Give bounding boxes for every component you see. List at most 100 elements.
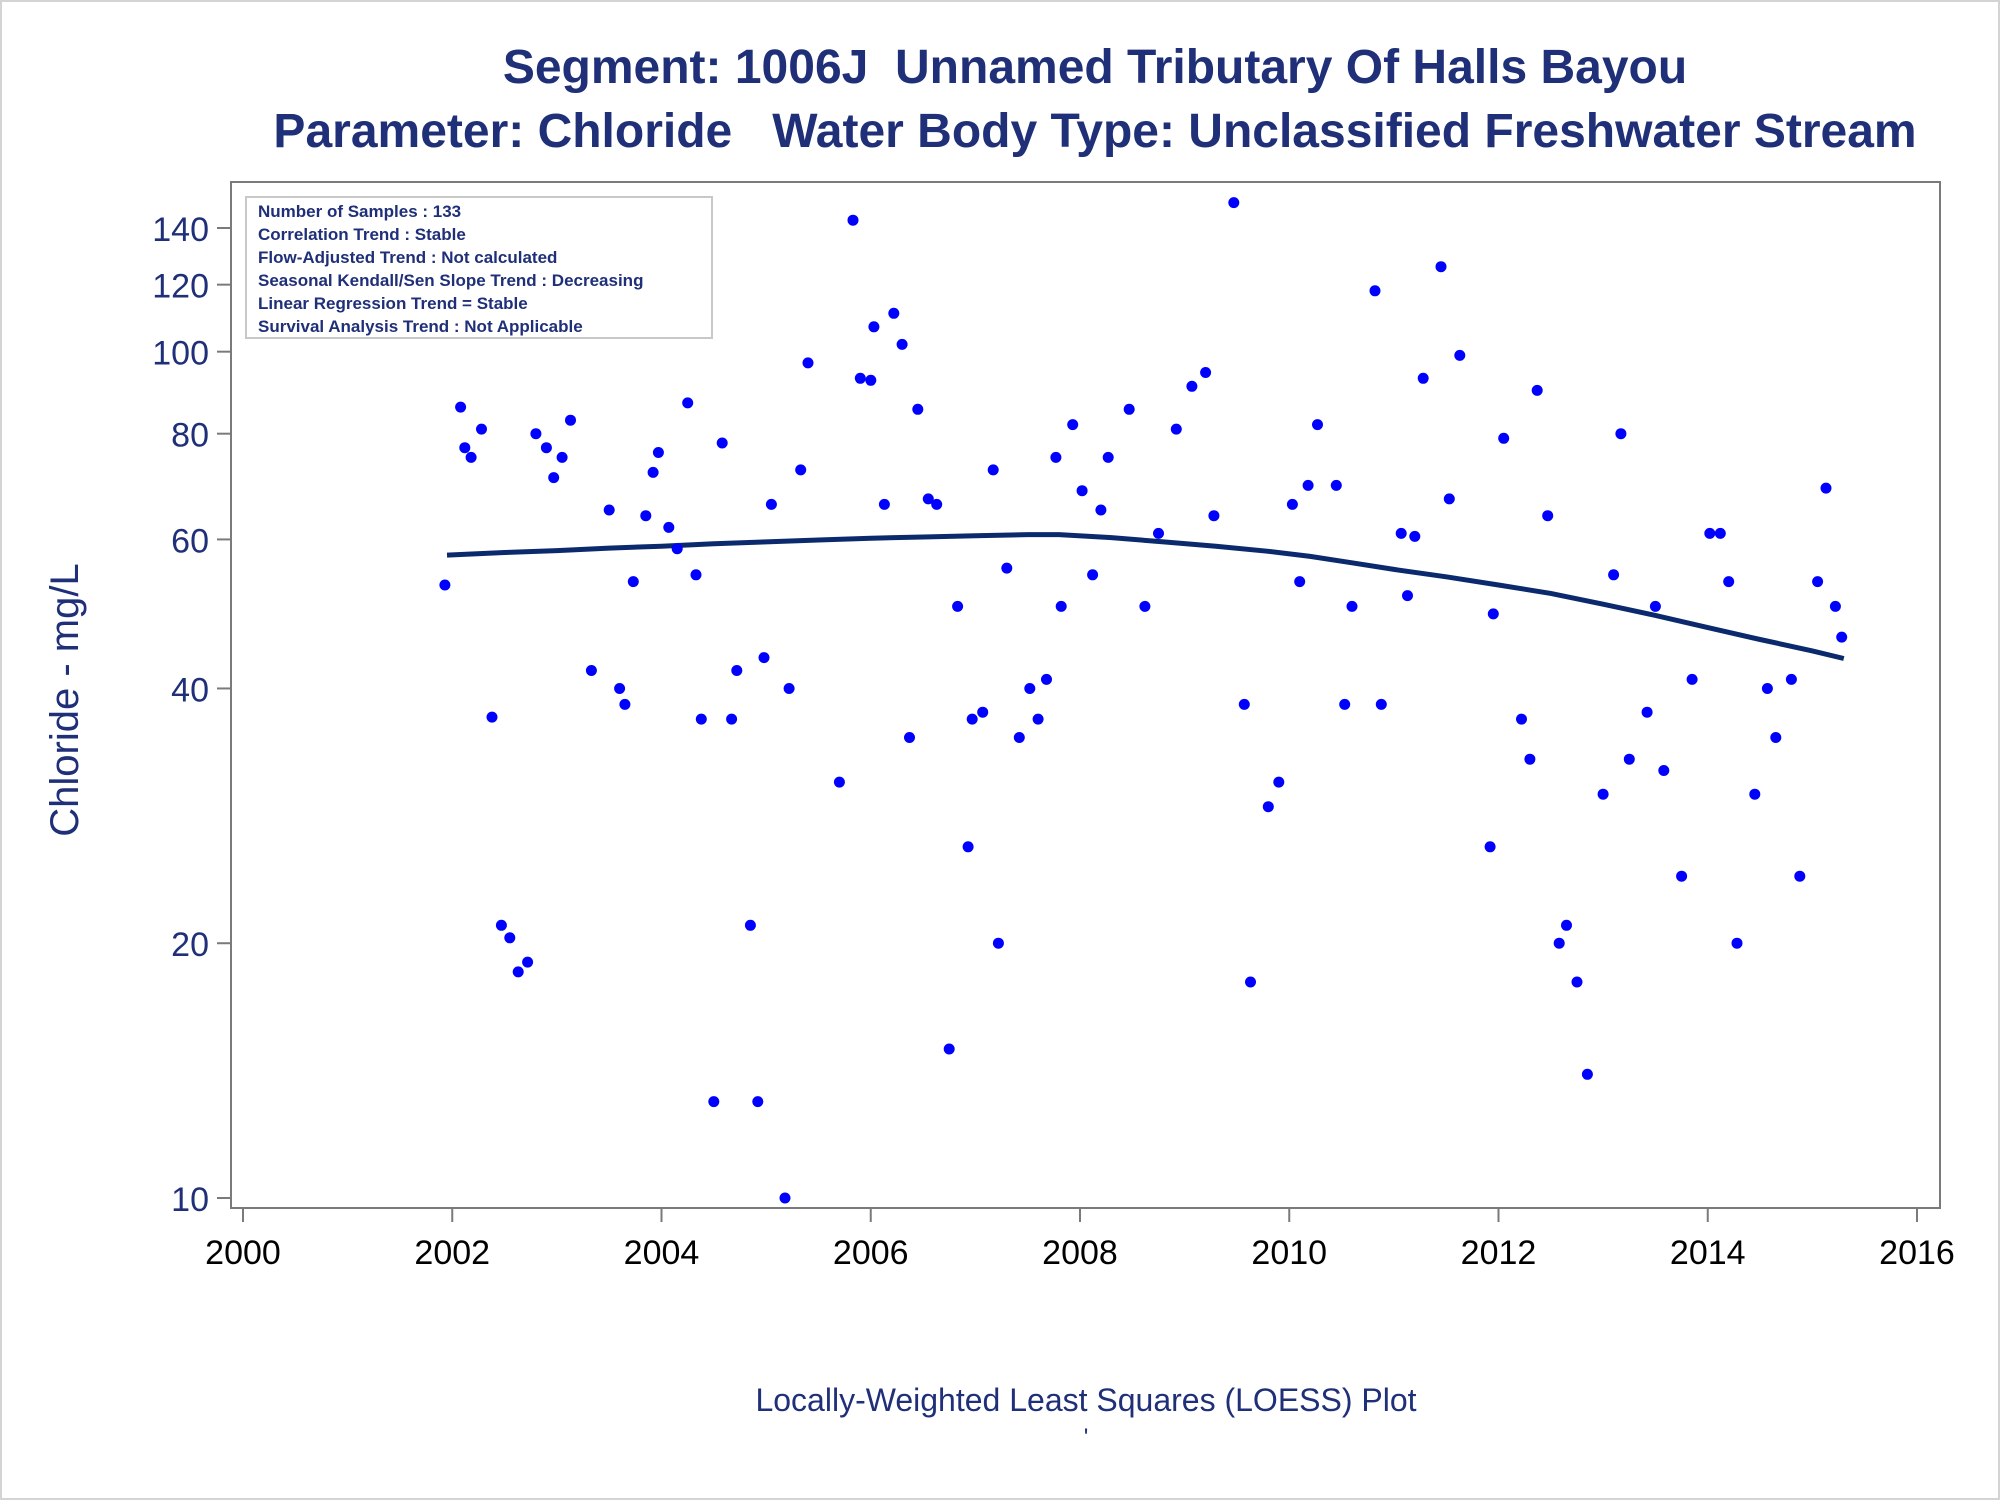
data-point [731, 665, 743, 676]
data-point [1553, 937, 1565, 949]
stats-box: Number of Samples : 133 Correlation Trend… [245, 196, 713, 339]
data-point [726, 713, 738, 725]
stats-line: Seasonal Kendall/Sen Slope Trend : Decre… [258, 271, 643, 290]
data-point [1139, 600, 1151, 612]
data-point [1409, 530, 1421, 542]
data-point [878, 498, 890, 510]
data-point [1487, 608, 1499, 620]
plot-area [230, 181, 1941, 1209]
data-point [783, 683, 795, 694]
data-point [476, 423, 487, 435]
y-tick-label: 60 [171, 522, 209, 560]
data-point [663, 521, 675, 533]
data-point [1820, 482, 1832, 494]
data-point [952, 600, 964, 612]
stats-line: Flow-Adjusted Trend : Not calculated [258, 248, 557, 267]
axes: 10 20 40 60 80 100 120 140 2000 2002 2004 2006 2008 2… [152, 211, 1955, 1272]
data-point [1095, 504, 1107, 516]
data-point [1339, 698, 1351, 710]
data-point [1812, 576, 1824, 588]
x-tick-label: 2004 [624, 1234, 700, 1272]
x-tick-label: 2014 [1670, 1234, 1746, 1272]
data-point [652, 447, 664, 458]
y-tick-label: 140 [152, 211, 209, 249]
stats-line: Number of Samples : 133 [258, 202, 461, 221]
data-point [1312, 419, 1323, 431]
data-point [1836, 631, 1848, 643]
data-point [1704, 527, 1716, 539]
data-point [992, 937, 1004, 949]
data-point [548, 472, 560, 484]
data-point [682, 397, 694, 409]
data-point [833, 776, 845, 788]
data-point [495, 919, 507, 931]
data-point [987, 464, 999, 476]
data-point [530, 428, 542, 440]
x-tick-label: 2010 [1251, 1234, 1327, 1272]
data-point [1055, 600, 1067, 612]
data-point [1395, 527, 1407, 539]
data-point [896, 338, 908, 350]
data-point [690, 569, 702, 581]
stats-line: Linear Regression Trend = Stable [258, 294, 528, 313]
data-point [1615, 428, 1627, 440]
data-point [1050, 451, 1062, 463]
data-point [1531, 384, 1543, 396]
y-tick-label: 40 [171, 671, 209, 709]
y-tick-label: 120 [152, 268, 209, 306]
data-point [1186, 380, 1198, 392]
data-point [1561, 919, 1572, 931]
data-point [1153, 527, 1164, 539]
data-point [1067, 419, 1079, 431]
data-point [1761, 683, 1773, 694]
data-point [708, 1096, 720, 1108]
data-point [1723, 576, 1735, 588]
data-point [640, 510, 652, 522]
data-point [1302, 479, 1314, 491]
data-point [671, 543, 683, 555]
data-point [1102, 451, 1114, 463]
data-point [1749, 788, 1761, 800]
data-point [962, 841, 974, 853]
data-point [758, 652, 770, 664]
loess-curve-layer [446, 532, 1845, 661]
data-point [912, 403, 924, 415]
y-tick-label: 100 [152, 335, 209, 373]
footnote-mark: ' [1083, 1424, 1089, 1451]
data-point [1649, 600, 1661, 612]
data-point [1608, 569, 1620, 581]
data-point [1238, 698, 1250, 710]
data-point [556, 451, 568, 463]
data-point [1785, 673, 1797, 685]
data-point [619, 698, 631, 710]
data-point [1484, 841, 1496, 853]
x-tick-label: 2008 [1042, 1234, 1118, 1272]
data-point [1641, 706, 1653, 718]
data-point [752, 1096, 764, 1108]
data-point [1013, 732, 1025, 743]
x-tick-label: 2006 [833, 1234, 909, 1272]
data-point [1273, 776, 1285, 788]
data-point [795, 464, 807, 476]
data-point [847, 214, 859, 226]
data-point [1829, 600, 1841, 612]
data-point [744, 919, 756, 931]
data-point [888, 307, 900, 319]
x-tick-label: 2000 [205, 1234, 281, 1272]
data-point [765, 498, 777, 510]
data-point [522, 956, 534, 968]
data-point [647, 466, 659, 478]
data-point [1623, 753, 1635, 765]
data-point [1369, 285, 1381, 297]
data-point [1024, 683, 1036, 694]
data-point [1294, 576, 1306, 588]
data-point [1245, 976, 1256, 988]
data-point [1200, 367, 1212, 378]
data-point [1658, 765, 1670, 776]
data-point [1417, 372, 1429, 384]
data-point [1076, 485, 1088, 497]
data-point [904, 732, 915, 743]
data-point [1330, 479, 1342, 491]
plot-border [230, 181, 1941, 1209]
y-axis-label: Chloride - mg/L [43, 563, 87, 836]
